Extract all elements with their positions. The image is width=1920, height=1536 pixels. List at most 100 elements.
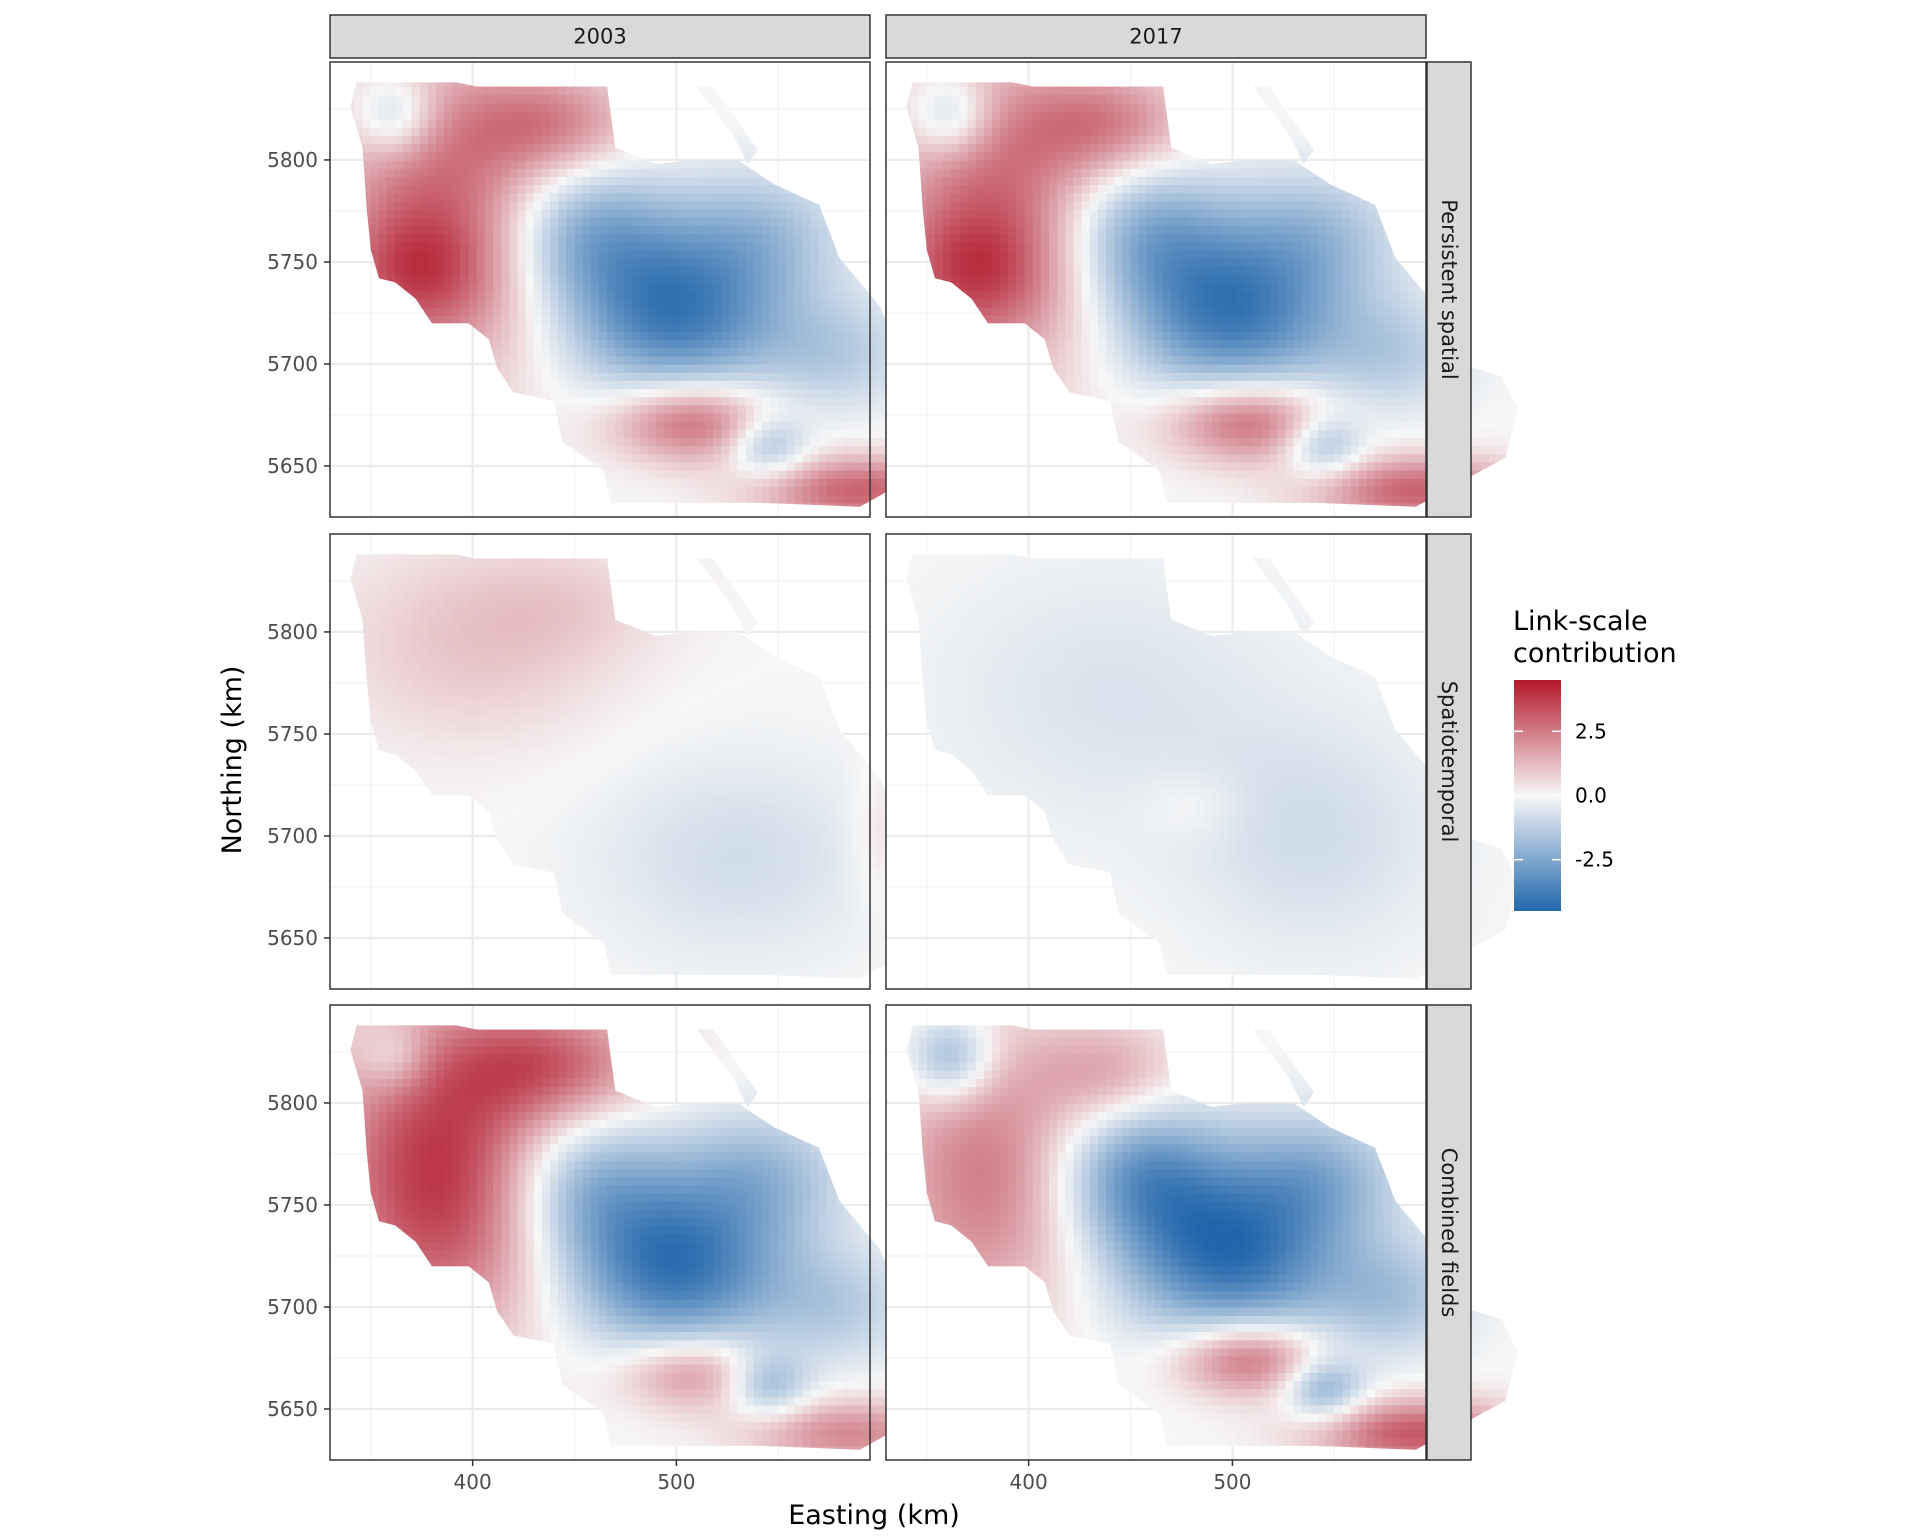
- field-cell: [859, 298, 869, 308]
- field-cell: [876, 347, 885, 357]
- field-cell: [607, 396, 616, 406]
- field-cell: [436, 315, 445, 324]
- field-cell: [395, 217, 404, 226]
- field-cell: [436, 233, 445, 243]
- field-cell: [721, 421, 730, 430]
- field-cell: [664, 266, 673, 275]
- field-cell: [745, 184, 755, 194]
- field-cell: [786, 380, 796, 390]
- field-cell: [713, 290, 722, 300]
- field-cell: [876, 404, 885, 414]
- field-cell: [721, 355, 730, 365]
- field-cell: [533, 355, 543, 365]
- panel-persistent-spatial-2017: [885, 61, 1518, 518]
- field-cell: [859, 437, 869, 447]
- field-cell: [786, 470, 796, 479]
- field-cell: [501, 102, 510, 112]
- field-cell: [1016, 192, 1026, 202]
- field-cell: [525, 249, 535, 259]
- field-cell: [501, 249, 510, 259]
- field-cell: [794, 470, 804, 479]
- field-cell: [737, 429, 747, 439]
- field-cell: [452, 257, 462, 267]
- field-cell: [623, 396, 633, 406]
- field-cell: [631, 323, 641, 332]
- field-cell: [745, 396, 755, 406]
- field-cell: [403, 208, 413, 218]
- field-cell: [810, 323, 820, 332]
- field-cell: [934, 257, 944, 267]
- field-cell: [550, 192, 559, 202]
- field-cell: [582, 355, 592, 365]
- field-cell: [484, 282, 494, 292]
- field-cell: [934, 274, 944, 283]
- field-cell: [582, 176, 592, 186]
- field-cell: [959, 217, 969, 226]
- field-cell: [419, 127, 429, 137]
- field-cell: [688, 478, 698, 487]
- field-cell: [721, 331, 730, 341]
- field-cell: [378, 184, 388, 194]
- field-cell: [967, 208, 977, 218]
- field-cell: [631, 453, 641, 463]
- field-cell: [737, 315, 747, 324]
- field-cell: [704, 168, 714, 177]
- field-cell: [778, 470, 788, 479]
- field-cell: [590, 421, 600, 430]
- field-cell: [501, 282, 510, 292]
- field-cell: [906, 102, 912, 112]
- field-cell: [452, 192, 462, 202]
- field-cell: [1032, 282, 1042, 292]
- field-cell: [566, 111, 576, 120]
- field-cell: [378, 225, 388, 234]
- field-cell: [590, 404, 600, 414]
- field-cell: [623, 257, 633, 267]
- field-cell: [959, 184, 969, 194]
- field-cell: [607, 364, 616, 373]
- field-cell: [525, 298, 535, 308]
- field-cell: [721, 380, 730, 390]
- field-cell: [525, 184, 535, 194]
- field-cell: [615, 437, 625, 447]
- field-cell: [623, 437, 633, 447]
- field-cell: [794, 372, 804, 381]
- field-cell: [1000, 282, 1009, 292]
- field-cell: [558, 143, 567, 153]
- field-cell: [672, 331, 682, 341]
- field-cell: [566, 421, 576, 430]
- field-cell: [517, 339, 527, 349]
- field-cell: [835, 453, 845, 463]
- field-cell: [1000, 151, 1009, 161]
- field-cell: [876, 412, 885, 422]
- field-cell: [680, 282, 690, 292]
- field-cell: [721, 486, 730, 496]
- field-cell: [656, 306, 665, 316]
- field-cell: [704, 249, 714, 259]
- field-cell: [647, 257, 657, 267]
- field-cell: [819, 347, 828, 357]
- field-cell: [656, 404, 665, 414]
- field-cell: [851, 306, 861, 316]
- field-cell: [647, 315, 657, 324]
- field-cell: [517, 94, 527, 104]
- field-cell: [501, 306, 510, 316]
- field-cell: [843, 364, 853, 373]
- field-cell: [926, 111, 936, 120]
- field-cell: [704, 208, 714, 218]
- field-cell: [468, 119, 478, 128]
- field-cell: [631, 355, 641, 365]
- field-cell: [436, 151, 445, 161]
- field-cell: [786, 266, 796, 275]
- field-cell: [436, 274, 445, 283]
- field-cell: [802, 421, 812, 430]
- field-cell: [672, 241, 682, 251]
- field-cell: [509, 127, 519, 137]
- field-cell: [729, 306, 739, 316]
- field-cell: [786, 372, 796, 381]
- field-cell: [427, 143, 437, 153]
- field-cell: [851, 274, 861, 283]
- field-cell: [753, 315, 763, 324]
- field-cell: [590, 135, 600, 145]
- field-cell: [525, 266, 535, 275]
- field-cell: [810, 494, 820, 504]
